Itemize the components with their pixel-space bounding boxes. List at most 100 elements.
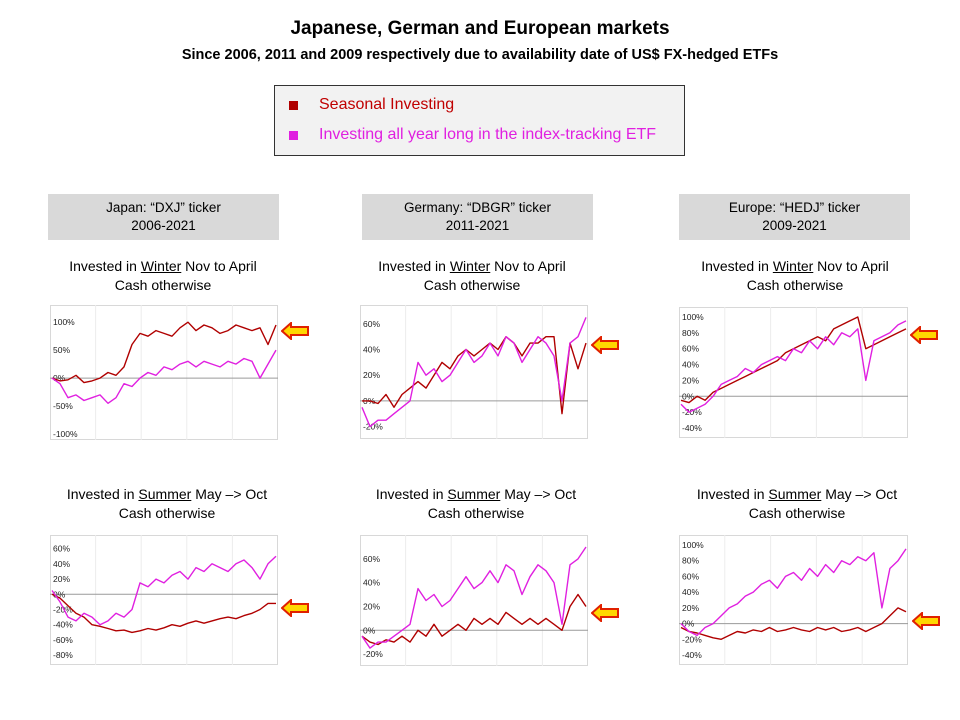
panel-header-europe: Europe: “HEDJ” ticker 2009-2021 bbox=[679, 194, 910, 240]
panel-header-germany: Germany: “DBGR” ticker 2011-2021 bbox=[362, 194, 593, 240]
caption-suffix: Nov to April bbox=[813, 258, 889, 274]
caption-suffix: May –> Oct bbox=[191, 486, 268, 502]
chart-svg: 60% 40% 20% 0% -20% -40% -60% -80% bbox=[50, 535, 278, 665]
y-tick-label: -40% bbox=[53, 620, 73, 630]
y-tick-label: 40% bbox=[682, 587, 699, 597]
chart-svg: 100% 80% 60% 40% 20% 0% -20% -40% bbox=[679, 535, 908, 665]
caption-prefix: Invested in bbox=[375, 486, 448, 502]
series-line-seasonal bbox=[680, 607, 907, 641]
series-line-seasonal bbox=[362, 336, 587, 415]
arrow-icon bbox=[281, 599, 309, 617]
caption-prefix: Invested in bbox=[66, 486, 139, 502]
page-subtitle: Since 2006, 2011 and 2009 respectively d… bbox=[181, 47, 779, 63]
caption-season: Summer bbox=[138, 486, 192, 502]
y-tick-label: 40% bbox=[363, 578, 380, 588]
panel-header-germany-ticker: Germany: “DBGR” ticker bbox=[403, 200, 552, 215]
y-tick-label: -50% bbox=[53, 401, 73, 411]
legend-label-seasonal: Seasonal Investing bbox=[319, 96, 455, 113]
chart-svg: 60%40%20%0%-20% bbox=[360, 305, 588, 439]
caption-season: Winter bbox=[140, 258, 182, 274]
caption-prefix: Invested in bbox=[696, 486, 769, 502]
y-tick-label: -60% bbox=[53, 635, 73, 645]
series-line-etf bbox=[51, 555, 277, 626]
y-tick-label: -100% bbox=[53, 429, 78, 439]
y-tick-label: -20% bbox=[53, 605, 73, 615]
caption-summer-europe: Invested in Summer May –> Oct Cash other… bbox=[647, 485, 947, 523]
caption-winter-germany: Invested in Winter Nov to April Cash oth… bbox=[322, 257, 622, 295]
y-tick-label: 0% bbox=[363, 625, 376, 635]
caption-suffix: Nov to April bbox=[490, 258, 566, 274]
chart-svg: 60%40%20%0%-20% bbox=[360, 535, 588, 666]
panel-header-japan-ticker: Japan: “DXJ” ticker bbox=[106, 200, 221, 215]
chart-svg: 100% 50% 0% -50% -100% bbox=[50, 305, 278, 440]
chart-europe-winter: 100% 80% 60% 40% 20% 0% -20% -40% bbox=[679, 307, 908, 438]
y-tick-label: 0% bbox=[53, 373, 66, 383]
series-line-etf bbox=[361, 546, 587, 649]
caption-suffix: Nov to April bbox=[181, 258, 257, 274]
y-tick-label: 20% bbox=[682, 375, 699, 385]
chart-svg: 100% 80% 60% 40% 20% 0% -20% -40% bbox=[679, 307, 908, 438]
page-title: Japanese, German and European markets bbox=[290, 18, 670, 39]
chart-frame bbox=[50, 535, 278, 665]
chart-japan-summer: 60% 40% 20% 0% -20% -40% -60% -80% bbox=[50, 535, 278, 665]
y-tick-label: 0% bbox=[682, 619, 695, 629]
chart-frame bbox=[50, 305, 278, 440]
chart-frame bbox=[360, 305, 588, 439]
chart-germany-summer: 60% 40% 20% 0% -20% bbox=[360, 535, 588, 666]
legend-item-etf: Investing all year long in the index-tra… bbox=[289, 126, 656, 144]
chart-europe-summer: 100% 80% 60% 40% 20% 0% -20% -40% bbox=[679, 535, 908, 665]
caption-prefix: Invested in bbox=[69, 258, 141, 274]
caption-season: Winter bbox=[772, 258, 814, 274]
series-line-seasonal bbox=[361, 593, 587, 646]
series-line-etf bbox=[51, 349, 277, 405]
arrow-icon bbox=[910, 326, 938, 344]
y-tick-label: -20% bbox=[682, 407, 702, 417]
y-tick-label: 60% bbox=[682, 571, 699, 581]
chart-frame bbox=[360, 535, 588, 666]
series-line-seasonal bbox=[680, 316, 907, 404]
caption-winter-japan: Invested in Winter Nov to April Cash oth… bbox=[13, 257, 313, 295]
panel-header-germany-years: 2011-2021 bbox=[445, 218, 510, 233]
y-tick-label: 20% bbox=[53, 574, 70, 584]
series-line-seasonal bbox=[51, 321, 277, 384]
y-tick-label: 20% bbox=[682, 603, 699, 613]
panel-header-japan-years: 2006-2021 bbox=[131, 218, 196, 233]
y-tick-label: -20% bbox=[363, 422, 383, 432]
y-tick-label: 60% bbox=[53, 544, 70, 554]
y-tick-label: 50% bbox=[53, 345, 70, 355]
caption-winter-europe: Invested in Winter Nov to April Cash oth… bbox=[645, 257, 945, 295]
y-tick-label: 60% bbox=[363, 319, 380, 329]
legend-label-etf: Investing all year long in the index-tra… bbox=[319, 126, 657, 143]
arrow-icon bbox=[591, 604, 619, 622]
y-tick-label: 20% bbox=[363, 601, 380, 611]
chart-frame bbox=[679, 535, 908, 665]
series-line-etf bbox=[680, 320, 907, 413]
y-tick-label: 100% bbox=[53, 317, 75, 327]
caption-summer-japan: Invested in Summer May –> Oct Cash other… bbox=[17, 485, 317, 523]
arrow-icon bbox=[591, 336, 619, 354]
y-tick-label: 40% bbox=[363, 345, 380, 355]
panel-header-japan: Japan: “DXJ” ticker 2006-2021 bbox=[48, 194, 279, 240]
chart-legend: Seasonal Investing Investing all year lo… bbox=[274, 85, 685, 156]
caption-season: Summer bbox=[768, 486, 822, 502]
legend-swatch-seasonal bbox=[289, 100, 298, 110]
y-tick-label: 100% bbox=[682, 312, 704, 322]
series-line-etf bbox=[361, 317, 587, 428]
y-tick-label: 40% bbox=[53, 559, 70, 569]
chart-frame bbox=[679, 307, 908, 438]
y-tick-label: 100% bbox=[682, 540, 704, 550]
y-tick-label: 40% bbox=[682, 360, 699, 370]
y-tick-label: -40% bbox=[682, 650, 702, 660]
y-tick-label: 80% bbox=[682, 556, 699, 566]
y-tick-label: -80% bbox=[53, 650, 73, 660]
y-tick-label: 60% bbox=[363, 554, 380, 564]
y-tick-label: 80% bbox=[682, 328, 699, 338]
y-tick-label: 0% bbox=[682, 391, 695, 401]
caption-prefix: Invested in bbox=[701, 258, 773, 274]
y-tick-label: 0% bbox=[53, 589, 66, 599]
arrow-icon bbox=[912, 612, 940, 630]
y-tick-label: 60% bbox=[682, 344, 699, 354]
caption-cash: Cash otherwise bbox=[118, 505, 216, 521]
caption-season: Summer bbox=[447, 486, 501, 502]
legend-swatch-etf bbox=[289, 130, 298, 140]
